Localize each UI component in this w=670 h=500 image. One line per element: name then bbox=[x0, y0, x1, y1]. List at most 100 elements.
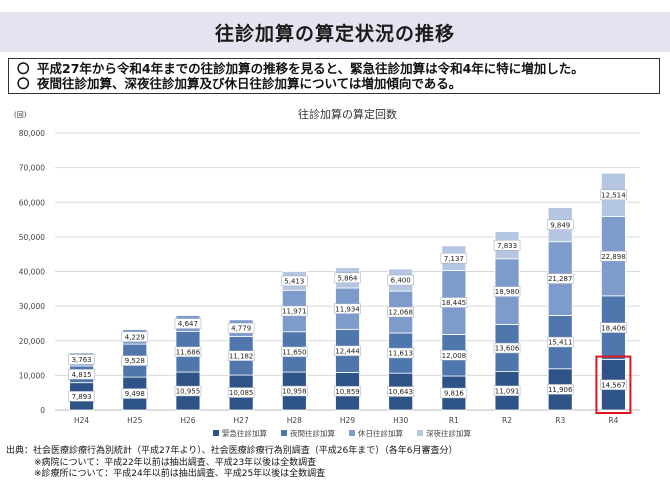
data-label: 11,686 bbox=[176, 348, 201, 356]
data-label: 18,980 bbox=[495, 288, 520, 296]
data-label-box bbox=[227, 387, 255, 398]
data-label: 9,816 bbox=[444, 390, 465, 398]
summary-box: 〇平成27年から令和4年までの往診加算の推移を見ると、緊急往診加算は令和4年に特… bbox=[8, 58, 660, 94]
data-label-box bbox=[440, 252, 468, 264]
data-label: 12,008 bbox=[442, 352, 467, 360]
legend-label: 休日往診加算 bbox=[358, 428, 403, 438]
data-label: 12,514 bbox=[601, 191, 626, 199]
bullet-mark: 〇 bbox=[17, 61, 30, 76]
x-tick-label: H26 bbox=[180, 416, 195, 425]
data-label-box bbox=[440, 349, 468, 361]
data-label: 12,068 bbox=[388, 309, 413, 317]
data-label-box bbox=[227, 322, 255, 334]
data-label: 10,643 bbox=[388, 388, 413, 396]
data-label-box bbox=[387, 386, 414, 397]
x-tick-label: H28 bbox=[287, 416, 302, 425]
x-tick-label: H27 bbox=[234, 416, 249, 425]
legend-swatch bbox=[349, 430, 355, 436]
data-label-box bbox=[600, 322, 627, 333]
data-label: 3,763 bbox=[72, 356, 92, 364]
data-label: 21,287 bbox=[548, 275, 573, 283]
y-tick-label: 70,000 bbox=[19, 164, 45, 173]
legend-swatch bbox=[417, 430, 423, 436]
title-bar: 往診加算の算定状況の推移 bbox=[0, 12, 670, 52]
data-label-box bbox=[546, 336, 574, 348]
data-label: 4,647 bbox=[178, 320, 198, 328]
data-label-box bbox=[121, 331, 149, 343]
x-tick-label: H30 bbox=[393, 416, 408, 425]
data-label: 5,413 bbox=[284, 277, 304, 285]
x-tick-label: R3 bbox=[555, 416, 565, 425]
data-label-box bbox=[227, 350, 255, 361]
data-label-box bbox=[334, 303, 361, 314]
data-label-box bbox=[387, 274, 414, 286]
data-label-box bbox=[600, 189, 627, 201]
x-tick-label: R2 bbox=[502, 416, 512, 425]
data-label-box bbox=[281, 275, 308, 287]
data-label: 10,958 bbox=[282, 388, 307, 396]
data-label-box bbox=[174, 346, 202, 358]
data-label-box bbox=[174, 318, 202, 329]
data-label-box bbox=[68, 354, 95, 365]
data-label-box bbox=[546, 273, 574, 284]
data-label: 12,444 bbox=[335, 347, 360, 355]
data-label-box bbox=[387, 347, 414, 359]
x-tick-label: R1 bbox=[449, 416, 459, 425]
data-label: 10,859 bbox=[335, 388, 360, 396]
y-axis-label: (回) bbox=[14, 111, 27, 119]
data-label-box bbox=[281, 305, 308, 317]
data-label-box bbox=[68, 391, 95, 402]
data-label: 10,085 bbox=[229, 389, 254, 397]
data-label-box bbox=[440, 387, 468, 399]
source-line-2: ※病院について：平成22年以前は抽出調査、平成23年以後は全数調査 bbox=[34, 457, 317, 468]
data-label-box bbox=[334, 385, 361, 397]
data-label: 6,400 bbox=[391, 277, 411, 285]
legend-label: 夜間往診加算 bbox=[290, 428, 335, 438]
data-label: 11,971 bbox=[282, 308, 307, 316]
data-label-box bbox=[281, 346, 308, 358]
summary-text-1: 平成27年から令和4年までの往診加算の推移を見ると、緊急往診加算は令和4年に特に… bbox=[37, 61, 584, 76]
data-label-box bbox=[68, 369, 95, 380]
data-label: 11,613 bbox=[388, 350, 413, 358]
data-label: 14,567 bbox=[601, 381, 626, 389]
x-tick-label: R4 bbox=[608, 416, 618, 425]
data-label: 11,650 bbox=[282, 348, 307, 356]
data-label-box bbox=[493, 239, 521, 251]
data-label-box bbox=[387, 306, 414, 318]
data-label: 9,849 bbox=[550, 221, 570, 229]
data-label-box bbox=[121, 355, 149, 366]
x-tick-label: H24 bbox=[74, 416, 89, 425]
data-label-box bbox=[546, 384, 574, 395]
stacked-bar-chart: 往診加算の算定回数 (回) 0 10,000 20,000 30,000 40,000 50,… bbox=[14, 107, 640, 438]
legend-label: 緊急往診加算 bbox=[222, 428, 267, 438]
data-label-box bbox=[121, 388, 149, 399]
data-label: 11,182 bbox=[229, 352, 254, 360]
data-label-box bbox=[334, 272, 361, 284]
data-label: 11,906 bbox=[548, 386, 573, 394]
data-label-box bbox=[493, 286, 521, 297]
data-label: 11,934 bbox=[335, 305, 360, 313]
page-title: 往診加算の算定状況の推移 bbox=[214, 22, 455, 45]
data-label: 13,606 bbox=[495, 345, 520, 353]
summary-point-1: 〇平成27年から令和4年までの往診加算の推移を見ると、緊急往診加算は令和4年に特… bbox=[17, 61, 651, 76]
legend-swatch bbox=[281, 430, 287, 436]
data-label: 5,864 bbox=[337, 274, 358, 282]
y-tick-label: 60,000 bbox=[19, 198, 45, 207]
y-tick-label: 40,000 bbox=[19, 268, 45, 277]
data-label-box bbox=[600, 250, 627, 262]
y-tick-label: 30,000 bbox=[19, 302, 45, 311]
y-tick-label: 80,000 bbox=[19, 129, 45, 138]
chart-title: 往診加算の算定回数 bbox=[298, 107, 397, 121]
y-tick-label: 10,000 bbox=[19, 371, 45, 380]
data-label: 7,833 bbox=[497, 242, 517, 250]
data-label-box bbox=[600, 379, 627, 391]
legend-label: 深夜往診加算 bbox=[426, 428, 471, 438]
data-label: 9,528 bbox=[125, 357, 145, 365]
data-label: 22,898 bbox=[601, 253, 626, 261]
source-notes: 出典：社会医療診療行為別統計（平成27年より）、社会医療診療行為別調査（平成26… bbox=[6, 446, 457, 481]
data-label: 9,498 bbox=[125, 390, 145, 398]
data-label: 7,137 bbox=[444, 255, 464, 263]
data-label: 4,779 bbox=[231, 325, 251, 333]
data-label-box bbox=[493, 385, 521, 397]
y-tick-label: 20,000 bbox=[19, 337, 45, 346]
